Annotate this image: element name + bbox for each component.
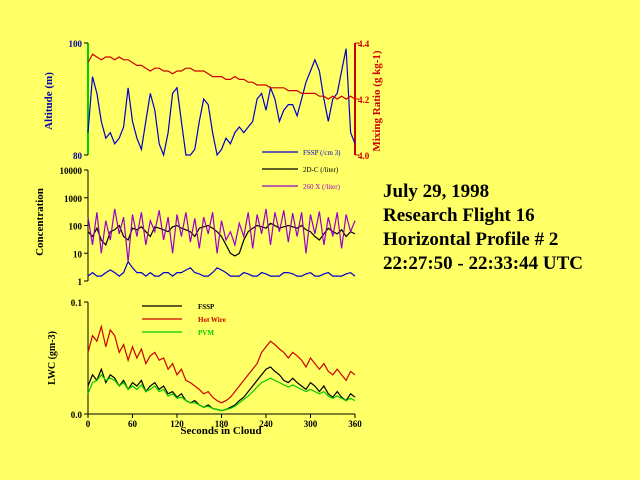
legend-label: 260 X (/liter) [303,183,341,191]
altitude-mixing-panel: 80 100 4.0 4.2 4.4 FSSP (/cm 3) 2D-C (/liter) 2… [69,39,370,191]
mixing-ratio-axis-label: Mixing Ratio (g kg-1) [371,50,383,151]
pvm-series-line [87,373,356,412]
x-axis-label: Seconds in Cloud [180,425,261,437]
lwc-legend-label: FSSP [198,303,215,311]
mixing-ratio-tick-label: 4.2 [358,95,370,105]
2dc-series-line [87,260,356,277]
time-tick-label: 120 [170,419,184,429]
lwc-legend-label: Hot Wire [198,316,226,324]
altitude-series-line [87,48,356,158]
concentration-axis-label: Concentration [34,188,46,256]
lwc-tick-label: 0.1 [71,298,83,308]
time-tick-label: 180 [215,419,229,429]
time-tick-label: 0 [86,419,91,429]
legend-label: 2D-C (/liter) [303,166,339,174]
legend-label: FSSP (/cm 3) [303,149,341,157]
altitude-tick-label: 80 [73,151,83,161]
time-tick-label: 240 [259,419,273,429]
concentration-tick-label: 100 [69,222,83,232]
concentration-tick-label: 1 [78,277,83,287]
mixing-ratio-tick-label: 4.0 [358,151,370,161]
mixing-series-line [87,53,356,100]
flight-date: July 29, 1998 [383,181,490,202]
lwc-legend-label: PVM [198,329,214,337]
altitude-axis-label: Altitude (m) [43,72,55,130]
concentration-tick-label: 10000 [60,166,83,176]
flight-info: July 29, 1998 Research Flight 16 Horizon… [383,180,633,276]
lwc-axis-label: LWC (gm-3) [47,331,58,385]
hotwire-series-line [87,324,356,404]
concentration-tick-label: 10 [73,249,83,259]
260x-series-line [87,208,356,262]
time-range: 22:27:50 - 22:33:44 UTC [383,253,584,274]
time-tick-label: 60 [128,419,138,429]
profile-number: Horizontal Profile # 2 [383,229,559,250]
lwc-tick-label: 0.0 [71,410,83,420]
lwc-panel: 0.0 0.1 0 60 120 180 240 300 360 FSSP Hot Wire PVM [71,298,363,429]
concentration-tick-label: 1000 [64,194,83,204]
time-tick-label: 360 [348,419,362,429]
time-tick-label: 300 [304,419,318,429]
altitude-tick-label: 100 [69,39,83,49]
fssp-series-line [87,222,356,257]
flight-number: Research Flight 16 [383,205,535,226]
concentration-panel: 1 10 100 1000 10000 [60,166,356,287]
mixing-ratio-tick-label: 4.4 [358,39,370,49]
